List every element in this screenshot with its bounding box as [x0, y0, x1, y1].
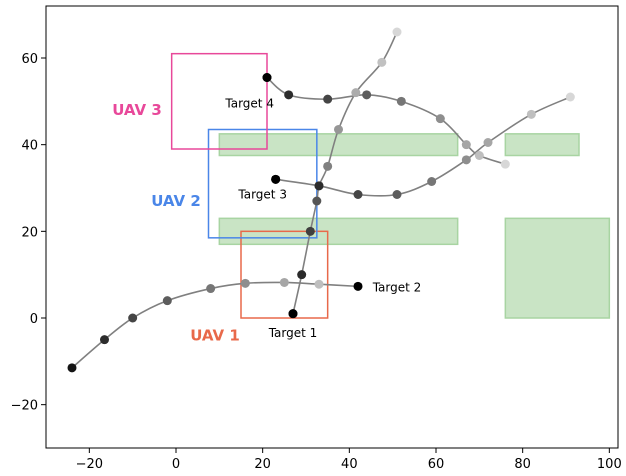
- waypoint-3-7: [527, 110, 536, 119]
- waypoint-1-5: [241, 279, 250, 288]
- uav-label-1: UAV 1: [190, 326, 240, 344]
- waypoint-3-1: [315, 181, 324, 190]
- waypoint-3-4: [427, 177, 436, 186]
- waypoint-2-7: [351, 88, 360, 97]
- target-label-3: Target 3: [237, 188, 287, 202]
- y-tick-label-4: 60: [21, 52, 38, 67]
- waypoint-1-0: [68, 363, 77, 372]
- waypoint-3-6: [484, 138, 493, 147]
- x-tick-label-6: 100: [597, 457, 622, 472]
- target-label-1: Target 1: [268, 326, 318, 340]
- y-tick-label-3: 40: [21, 139, 38, 154]
- waypoint-2-2: [306, 227, 315, 236]
- uav-label-3: UAV 3: [112, 101, 162, 119]
- target-marker-1: [289, 309, 298, 318]
- waypoint-1-6: [280, 278, 289, 287]
- waypoint-2-1: [297, 270, 306, 279]
- waypoint-2-9: [393, 28, 402, 37]
- waypoint-4-2: [323, 95, 332, 104]
- target-marker-2: [354, 282, 363, 291]
- x-tick-label-5: 80: [514, 457, 531, 472]
- waypoint-3-5: [462, 155, 471, 164]
- x-tick-label-3: 40: [341, 457, 358, 472]
- waypoint-4-1: [284, 90, 293, 99]
- uav-label-2: UAV 2: [151, 192, 201, 210]
- obstacle-3: [505, 218, 609, 318]
- waypoint-4-3: [362, 90, 371, 99]
- obstacle-1: [505, 134, 579, 156]
- waypoint-4-6: [462, 140, 471, 149]
- target-label-4: Target 4: [224, 97, 274, 111]
- x-tick-label-4: 60: [428, 457, 445, 472]
- waypoint-4-8: [501, 160, 510, 169]
- waypoint-4-7: [475, 151, 484, 160]
- target-marker-4: [263, 73, 272, 82]
- target-label-2: Target 2: [372, 281, 422, 295]
- waypoint-1-3: [163, 296, 172, 305]
- waypoint-2-6: [334, 125, 343, 134]
- waypoint-4-4: [397, 97, 406, 106]
- waypoint-1-7: [315, 280, 324, 289]
- y-tick-label-0: −20: [11, 399, 38, 414]
- x-tick-label-1: 0: [172, 457, 180, 472]
- trajectory-2: [293, 32, 397, 314]
- waypoint-4-5: [436, 114, 445, 123]
- waypoint-1-1: [100, 335, 109, 344]
- x-tick-label-0: −20: [76, 457, 103, 472]
- trajectory-1: [72, 282, 358, 367]
- waypoint-2-3: [312, 197, 321, 206]
- y-tick-label-1: 0: [30, 312, 38, 327]
- waypoint-2-5: [323, 162, 332, 171]
- waypoint-1-4: [206, 284, 215, 293]
- waypoint-1-2: [128, 314, 137, 323]
- waypoint-2-8: [377, 58, 386, 67]
- waypoint-3-3: [393, 190, 402, 199]
- waypoint-3-2: [354, 190, 363, 199]
- x-tick-label-2: 20: [254, 457, 271, 472]
- obstacle-0: [219, 134, 457, 156]
- target-marker-3: [271, 175, 280, 184]
- y-tick-label-2: 20: [21, 225, 38, 240]
- waypoint-3-8: [566, 93, 575, 102]
